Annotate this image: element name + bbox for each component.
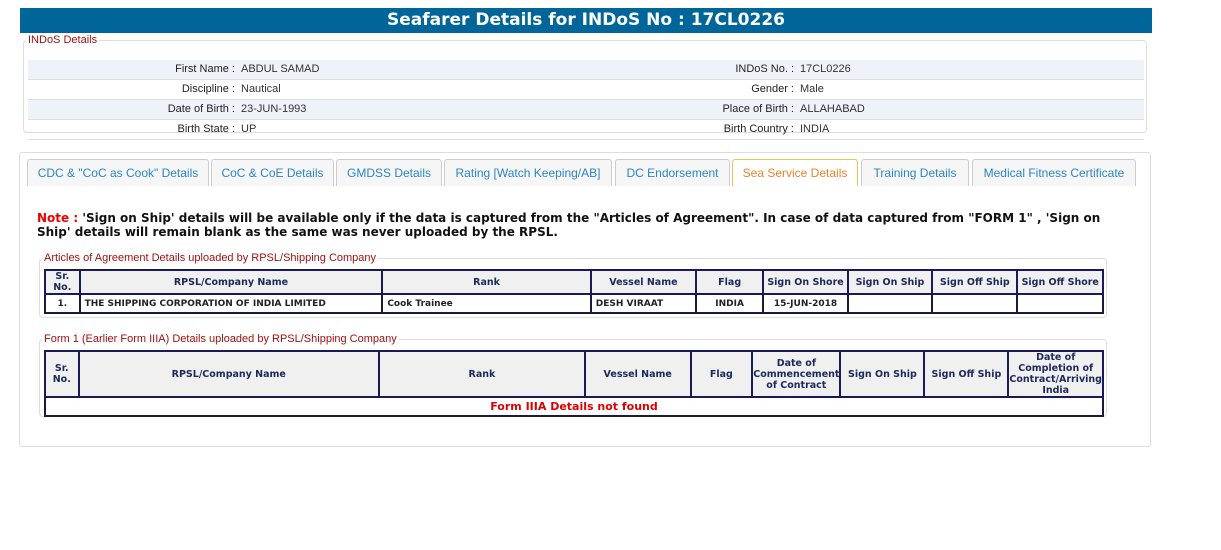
column-header: Date of Commencement of Contract <box>751 350 842 398</box>
tab-gmdss-details[interactable]: GMDSS Details <box>336 159 442 186</box>
column-header: RPSL/Company Name <box>77 350 381 398</box>
table-cell: 15-JUN-2018 <box>762 293 849 314</box>
indos-details: INDoS Details First Name : ABDUL SAMAD I… <box>23 34 1147 140</box>
column-header: Date of Completion of Contract/Arriving … <box>1007 350 1104 398</box>
header-row: Sr. No. RPSL/Company Name Rank Vessel Name F… <box>44 350 1104 398</box>
form1-legend: Form 1 (Earlier Form IIIA) Details uploa… <box>44 333 397 345</box>
note-label: Note : <box>37 211 79 225</box>
column-header: Sr. No. <box>44 269 81 295</box>
column-header: Flag <box>695 269 765 295</box>
tab-rating-watch-keeping-ab[interactable]: Rating [Watch Keeping/AB] <box>444 159 612 186</box>
field-value: Nautical <box>241 83 281 95</box>
articles-legend: Articles of Agreement Details uploaded b… <box>44 252 377 264</box>
table-cell: DESH VIRAAT <box>589 293 698 314</box>
indos-row: Birth State : UP Birth Country : INDIA <box>28 120 1144 140</box>
column-header: Rank <box>381 269 592 295</box>
articles-fieldset: Articles of Agreement Details uploaded b… <box>39 252 1107 318</box>
field-label: Date of Birth : <box>167 103 235 115</box>
field-value: ALLAHABAD <box>800 103 865 115</box>
field-label: First Name : <box>175 63 235 75</box>
column-header: Sign On Ship <box>839 350 926 398</box>
note: Note : 'Sign on Ship' details will be av… <box>37 211 1117 239</box>
tab-cdc-coc-as-cook-details[interactable]: CDC & "CoC as Cook" Details <box>27 159 209 186</box>
column-header: Sign On Ship <box>846 269 934 295</box>
table-row: Form IIIA Details not found <box>44 396 1104 417</box>
indos-row: Discipline : Nautical Gender : Male <box>28 80 1144 100</box>
column-header: Vessel Name <box>589 269 698 295</box>
column-header: Sign Off Shore <box>1016 269 1104 295</box>
indos-row: Date of Birth : 23-JUN-1993 Place of Bir… <box>28 100 1144 120</box>
tab-sea-service-details[interactable]: Sea Service Details <box>732 159 858 186</box>
field-value: 17CL0226 <box>800 63 851 75</box>
field-label: Birth Country : <box>723 123 794 135</box>
field-label: INDoS No. : <box>735 63 794 75</box>
table-cell <box>931 293 1019 314</box>
column-header: Vessel Name <box>583 350 692 398</box>
field-value: Male <box>800 83 824 95</box>
header-row: Sr. No. RPSL/Company Name Rank Vessel Name F… <box>44 269 1104 295</box>
empty-message: Form IIIA Details not found <box>44 396 1104 417</box>
table-cell: INDIA <box>695 293 765 314</box>
articles-table: Sr. No. RPSL/Company Name Rank Vessel Name F… <box>44 269 1104 314</box>
form1-table: Sr. No. RPSL/Company Name Rank Vessel Name F… <box>44 350 1104 417</box>
column-header: Rank <box>378 350 586 398</box>
tab-training-details[interactable]: Training Details <box>861 159 969 186</box>
field-label: Gender : <box>751 83 794 95</box>
tab-medical-fitness-certificate[interactable]: Medical Fitness Certificate <box>972 159 1136 186</box>
field-value: 23-JUN-1993 <box>241 103 307 115</box>
field-value: UP <box>241 123 257 135</box>
table-cell: THE SHIPPING CORPORATION OF INDIA LIMITE… <box>78 293 384 314</box>
table-cell: Cook Trainee <box>381 293 592 314</box>
tab-panel: CDC & "CoC as Cook" Details CoC & CoE Det… <box>19 152 1151 447</box>
tab-coc-coe-details[interactable]: CoC & CoE Details <box>211 159 334 186</box>
column-header: Sign Off Ship <box>931 269 1019 295</box>
column-header: Sign On Shore <box>762 269 849 295</box>
table-row: 1. THE SHIPPING CORPORATION OF INDIA LIMI… <box>44 293 1104 314</box>
indos-legend: INDoS Details <box>28 34 98 46</box>
column-header: RPSL/Company Name <box>78 269 384 295</box>
indos-row: First Name : ABDUL SAMAD INDoS No. : 17C… <box>28 60 1144 80</box>
page-title: Seafarer Details for INDoS No : 17CL0226 <box>20 8 1152 33</box>
column-header: Sign Off Ship <box>923 350 1010 398</box>
field-label: Birth State : <box>177 123 235 135</box>
column-header: Flag <box>689 350 754 398</box>
column-header: Sr. No. <box>44 350 80 398</box>
note-text: 'Sign on Ship' details will be available… <box>37 211 1101 239</box>
table-cell <box>1016 293 1104 314</box>
table-cell <box>846 293 934 314</box>
field-label: Place of Birth : <box>722 103 794 115</box>
field-label: Discipline : <box>181 83 235 95</box>
tab-dc-endorsement[interactable]: DC Endorsement <box>615 159 730 186</box>
field-value: ABDUL SAMAD <box>241 63 320 75</box>
field-value: INDIA <box>800 123 830 135</box>
table-cell: 1. <box>44 293 81 314</box>
